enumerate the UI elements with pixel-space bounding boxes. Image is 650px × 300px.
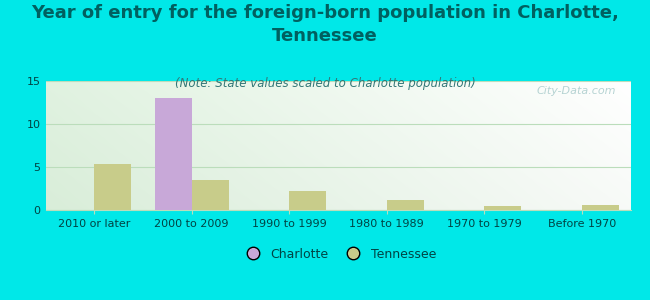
Text: City-Data.com: City-Data.com xyxy=(536,86,616,96)
Bar xyxy=(387,200,424,210)
Bar xyxy=(192,180,229,210)
Legend: Charlotte, Tennessee: Charlotte, Tennessee xyxy=(235,243,441,266)
Bar xyxy=(94,164,131,210)
Bar xyxy=(484,206,521,210)
Bar xyxy=(155,98,192,210)
Bar xyxy=(582,205,619,210)
Bar xyxy=(289,191,326,210)
Text: Year of entry for the foreign-born population in Charlotte,
Tennessee: Year of entry for the foreign-born popul… xyxy=(31,4,619,45)
Text: (Note: State values scaled to Charlotte population): (Note: State values scaled to Charlotte … xyxy=(175,76,475,89)
